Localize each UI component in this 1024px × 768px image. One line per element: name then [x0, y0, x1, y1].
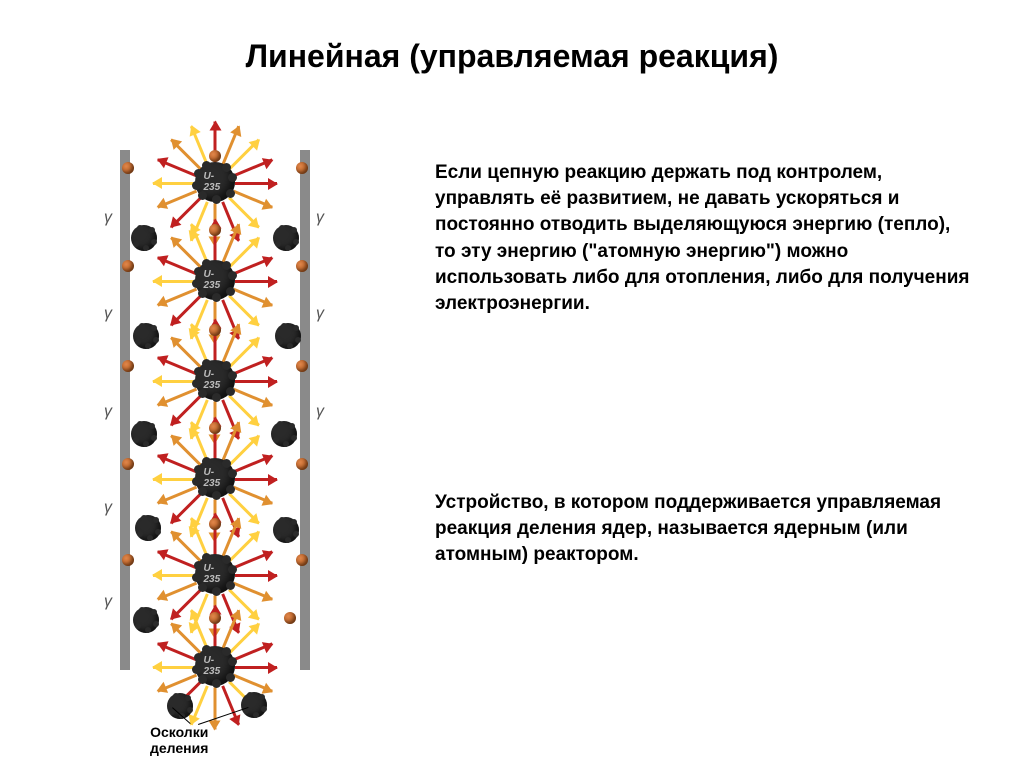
energy-ray — [153, 280, 195, 283]
control-rod-left — [120, 150, 130, 670]
fission-fragment — [131, 421, 157, 447]
fission-fragment — [271, 421, 297, 447]
neutron — [122, 554, 134, 566]
gamma-label: γ — [316, 403, 324, 421]
u235-nucleus: U-235 — [192, 643, 238, 689]
neutron — [122, 458, 134, 470]
fission-fragment — [135, 515, 161, 541]
u235-nucleus: U-235 — [192, 551, 238, 597]
u235-nucleus: U-235 — [192, 357, 238, 403]
energy-ray — [153, 574, 195, 577]
gamma-label: γ — [104, 403, 112, 421]
neutron — [296, 360, 308, 372]
fission-fragment — [131, 225, 157, 251]
callout-fragments: Осколки деления — [150, 724, 208, 756]
u235-nucleus: U-235 — [192, 455, 238, 501]
fission-fragment — [275, 323, 301, 349]
u235-label: U-235 — [204, 269, 227, 291]
neutron — [209, 612, 221, 624]
energy-ray — [153, 666, 195, 669]
fission-fragment — [133, 323, 159, 349]
energy-ray — [153, 380, 195, 383]
u235-nucleus: U-235 — [192, 159, 238, 205]
gamma-label: γ — [316, 209, 324, 227]
gamma-label: γ — [104, 305, 112, 323]
gamma-label: γ — [104, 209, 112, 227]
u235-label: U-235 — [204, 467, 227, 489]
fission-fragment — [273, 225, 299, 251]
energy-ray — [235, 574, 277, 577]
u235-nucleus: U-235 — [192, 257, 238, 303]
u235-label: U-235 — [204, 369, 227, 391]
gamma-label: γ — [104, 593, 112, 611]
neutron — [122, 162, 134, 174]
neutron — [122, 360, 134, 372]
neutron — [209, 224, 221, 236]
fission-diagram: U-235U-235U-235U-235U-235U-235γγγγγγγγ О… — [80, 150, 350, 740]
neutron — [296, 554, 308, 566]
u235-label: U-235 — [204, 563, 227, 585]
energy-ray — [153, 182, 195, 185]
fission-fragment — [133, 607, 159, 633]
gamma-label: γ — [104, 499, 112, 517]
u235-label: U-235 — [204, 655, 227, 677]
energy-ray — [235, 182, 277, 185]
paragraph-2: Устройство, в котором поддерживается упр… — [435, 490, 975, 569]
neutron — [209, 150, 221, 162]
energy-ray — [153, 478, 195, 481]
fission-fragment — [241, 692, 267, 718]
energy-ray — [235, 478, 277, 481]
neutron — [209, 324, 221, 336]
neutron — [209, 422, 221, 434]
neutron — [122, 260, 134, 272]
neutron — [296, 458, 308, 470]
energy-ray — [235, 666, 277, 669]
gamma-label: γ — [316, 305, 324, 323]
neutron — [284, 612, 296, 624]
energy-ray — [235, 380, 277, 383]
u235-label: U-235 — [204, 171, 227, 193]
neutron — [296, 260, 308, 272]
fission-fragment — [273, 517, 299, 543]
neutron — [209, 518, 221, 530]
energy-ray — [214, 688, 217, 730]
energy-ray — [235, 280, 277, 283]
neutron — [296, 162, 308, 174]
control-rod-right — [300, 150, 310, 670]
paragraph-1: Если цепную реакцию держать под контроле… — [435, 160, 975, 317]
page-title: Линейная (управляемая реакция) — [0, 38, 1024, 75]
